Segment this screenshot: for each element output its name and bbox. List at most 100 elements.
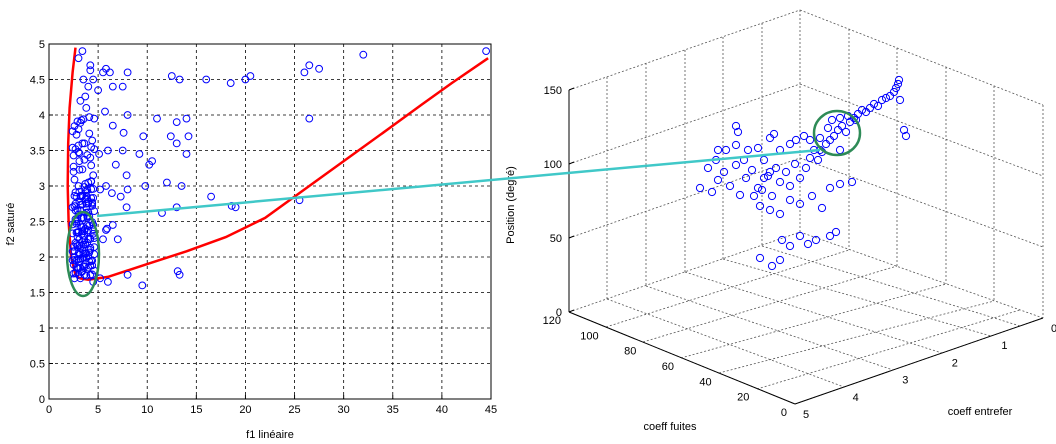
scatter-point-3d	[775, 177, 785, 187]
y-tick-label: 1.5	[30, 288, 45, 300]
connector-line	[96, 148, 821, 218]
scatter-point	[88, 136, 97, 145]
scatter-point-3d	[733, 127, 743, 137]
scatter-point-3d	[731, 140, 741, 150]
scatter-point-3d	[823, 123, 833, 133]
scatter-point	[182, 150, 191, 158]
scatter-point-3d	[829, 131, 839, 141]
scatter-point-3d	[765, 205, 775, 215]
scatter-point	[77, 223, 86, 232]
scatter-point	[85, 129, 94, 138]
scatter-point	[300, 68, 309, 77]
scatter-point	[68, 143, 77, 152]
scatter-point-3d	[749, 191, 759, 201]
scatter-point	[68, 247, 77, 256]
scatter-point	[175, 270, 184, 279]
right-plot-points	[695, 75, 911, 271]
scatter-point	[70, 192, 79, 200]
scatter-point	[153, 114, 161, 123]
z-tick-label: 0	[556, 307, 562, 319]
scatter-point	[73, 117, 82, 126]
scatter-point-3d	[775, 255, 785, 265]
scatter-point-3d	[753, 183, 763, 193]
x-tick-label: 45	[485, 404, 497, 416]
scatter-point	[104, 278, 112, 286]
scatter-point-3d	[765, 167, 775, 177]
scatter-point-3d	[869, 99, 879, 109]
scatter-point	[102, 226, 110, 234]
scatter-point	[73, 242, 82, 250]
scatter-point-3d	[831, 227, 841, 237]
scatter-point	[72, 228, 81, 237]
scatter-point	[118, 146, 127, 155]
scatter-point	[84, 82, 93, 91]
scatter-point	[76, 201, 85, 209]
scatter-point	[80, 263, 89, 271]
scatter-point-3d	[827, 115, 837, 125]
scatter-point-3d	[755, 201, 765, 211]
scatter-point	[84, 235, 93, 244]
scatter-point	[86, 261, 95, 270]
scatter-point-3d	[703, 163, 713, 173]
scatter-point	[69, 242, 78, 251]
scatter-point-3d	[765, 133, 775, 143]
scatter-point	[70, 175, 79, 184]
scatter-point-3d	[769, 129, 779, 139]
scatter-point	[71, 206, 80, 215]
right-ylabel: coeff fuites	[644, 421, 697, 433]
scatter-point-3d	[825, 231, 835, 241]
scatter-point	[305, 61, 314, 70]
scatter-point-3d	[895, 95, 905, 105]
scatter-point	[82, 271, 91, 280]
scatter-point-3d	[741, 173, 751, 183]
scatter-point	[172, 139, 181, 148]
y-tick-label: 100	[580, 330, 598, 342]
scatter-point-3d	[891, 83, 901, 93]
scatter-point	[138, 281, 147, 290]
fit-curve-2	[79, 57, 489, 281]
scatter-point	[89, 171, 98, 180]
right-highlight-ellipse	[812, 109, 862, 157]
left-xlabel: f1 linéaire	[246, 429, 294, 441]
scatter-point	[99, 235, 107, 244]
scatter-point	[86, 270, 95, 279]
scatter-point	[82, 104, 91, 112]
scatter-point-3d	[753, 143, 763, 153]
scatter-point	[78, 47, 87, 55]
scatter-point	[145, 160, 154, 169]
x-tick-label: 10	[141, 404, 153, 416]
scatter-point-3d	[795, 231, 805, 241]
scatter-point	[101, 107, 109, 116]
scatter-point	[74, 264, 83, 273]
scatter-point	[79, 249, 88, 258]
scatter-point-3d	[815, 133, 825, 143]
scatter-point	[175, 75, 184, 84]
x-tick-label: 25	[288, 404, 300, 416]
scatter-point	[94, 86, 102, 95]
scatter-point-3d	[713, 145, 723, 155]
y-tick-label: 0	[781, 407, 787, 419]
y-tick-label: 0.5	[30, 359, 45, 371]
x-tick-label: 35	[387, 404, 399, 416]
scatter-point	[90, 145, 99, 154]
scatter-point	[184, 132, 193, 141]
scatter-point	[108, 82, 117, 91]
scatter-point-3d	[805, 135, 815, 145]
scatter-point-3d	[894, 75, 904, 85]
scatter-point-3d	[817, 203, 827, 213]
scatter-point	[77, 116, 86, 125]
scatter-point-3d	[695, 183, 705, 193]
scatter-point	[123, 68, 132, 77]
left-highlight-ellipse	[65, 210, 101, 298]
scatter-point-3d	[833, 125, 843, 135]
scatter-point	[69, 269, 78, 278]
scatter-point	[76, 96, 85, 105]
right-xlabel: coeff entrefer	[948, 406, 1013, 418]
scatter-point	[167, 72, 176, 80]
scatter-point	[103, 224, 111, 233]
x-tick-label: 15	[190, 404, 202, 416]
scatter-point-3d	[835, 179, 845, 189]
scatter-point	[108, 221, 117, 229]
scatter-point-3d	[735, 190, 745, 200]
